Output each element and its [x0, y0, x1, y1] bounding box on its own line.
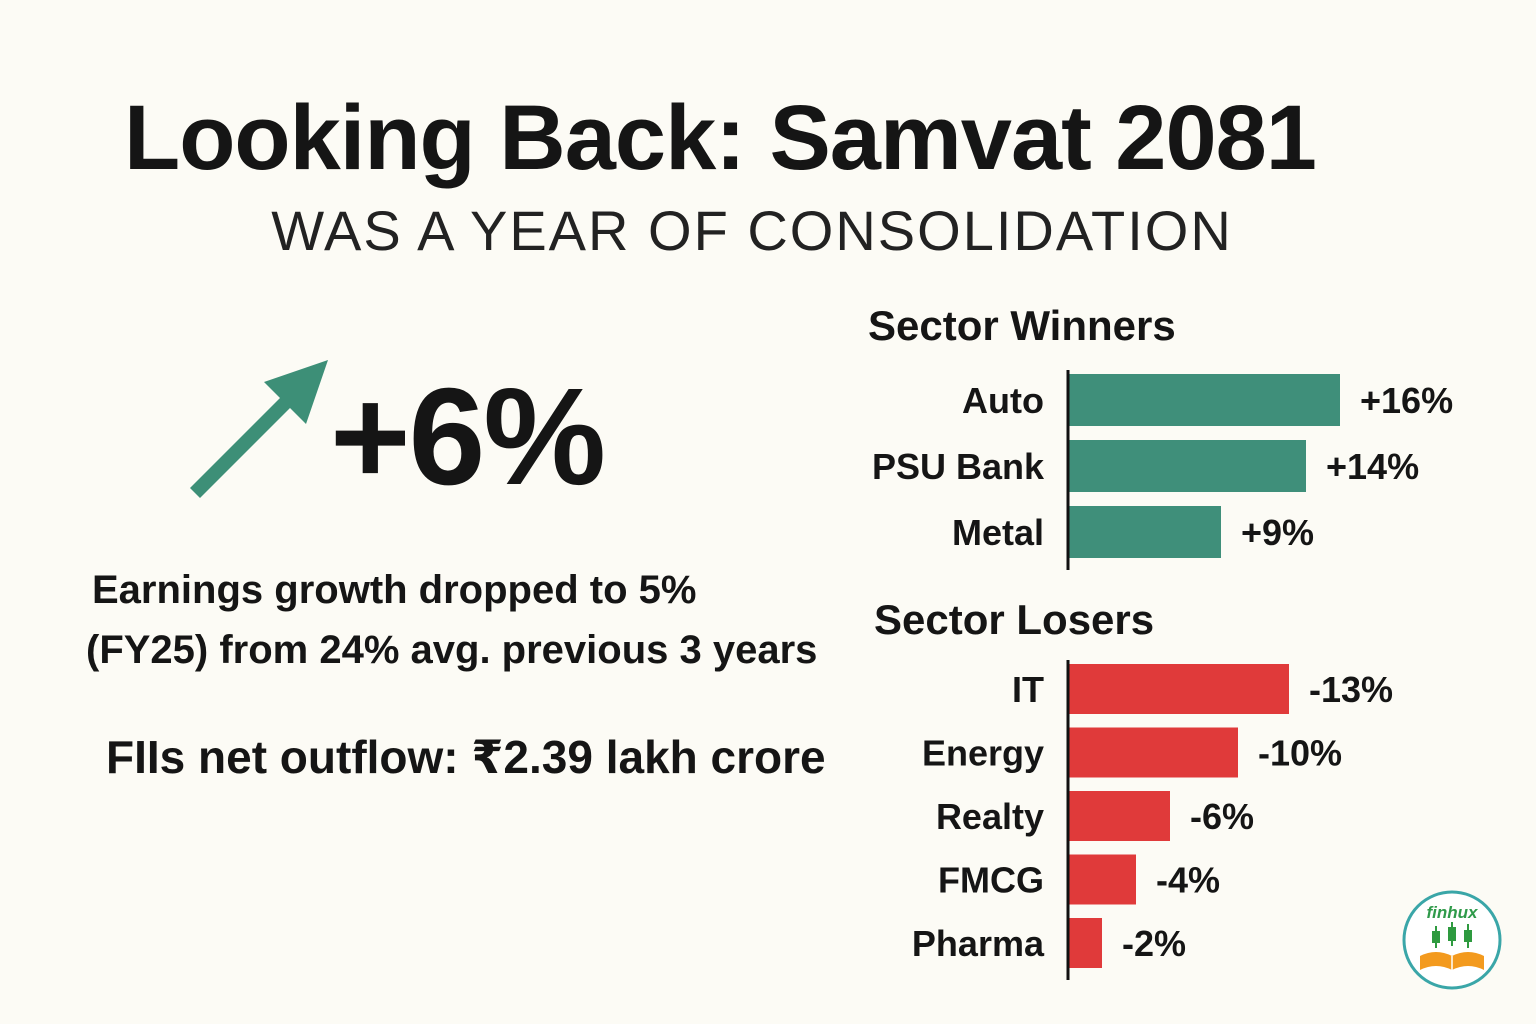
winners-chart-title: Sector Winners: [868, 302, 1176, 349]
losers-category-label: IT: [1012, 669, 1044, 710]
candlestick-icon: [1432, 922, 1472, 948]
headline-value: +6%: [330, 360, 606, 514]
up-arrow-icon: [190, 360, 328, 498]
losers-category-label: Energy: [922, 733, 1044, 774]
losers-category-label: Pharma: [912, 923, 1045, 964]
losers-bar: [1068, 918, 1102, 968]
losers-value-label: -13%: [1309, 669, 1393, 710]
winners-bar: [1068, 440, 1306, 492]
earnings-line-2: (FY25) from 24% avg. previous 3 years: [86, 628, 818, 672]
logo-text: finhux: [1427, 903, 1480, 922]
losers-bar: [1068, 791, 1170, 841]
fii-outflow: FIIs net outflow: ₹2.39 lakh crore: [106, 731, 826, 783]
losers-value-label: -10%: [1258, 733, 1342, 774]
winners-category-label: Auto: [962, 380, 1044, 421]
losers-value-label: -2%: [1122, 923, 1186, 964]
losers-chart-title: Sector Losers: [874, 596, 1155, 643]
finhux-logo: finhux: [1402, 890, 1502, 990]
winners-category-label: Metal: [952, 512, 1044, 553]
losers-bar: [1068, 664, 1289, 714]
losers-value-label: -4%: [1156, 860, 1220, 901]
losers-category-label: Realty: [936, 796, 1044, 837]
winners-value-label: +16%: [1360, 380, 1453, 421]
losers-bar: [1068, 727, 1238, 778]
winners-value-label: +9%: [1241, 512, 1314, 553]
winners-bar: [1068, 374, 1340, 426]
losers-bar: [1068, 854, 1136, 905]
winners-category-label: PSU Bank: [872, 446, 1045, 487]
page-title: Looking Back: Samvat 2081: [124, 87, 1317, 189]
winners-bar: [1068, 506, 1221, 558]
losers-category-label: FMCG: [938, 860, 1044, 901]
losers-value-label: -6%: [1190, 796, 1254, 837]
winners-value-label: +14%: [1326, 446, 1419, 487]
earnings-line-1: Earnings growth dropped to 5%: [92, 568, 697, 612]
page-subtitle: WAS A YEAR OF CONSOLIDATION: [271, 199, 1233, 262]
